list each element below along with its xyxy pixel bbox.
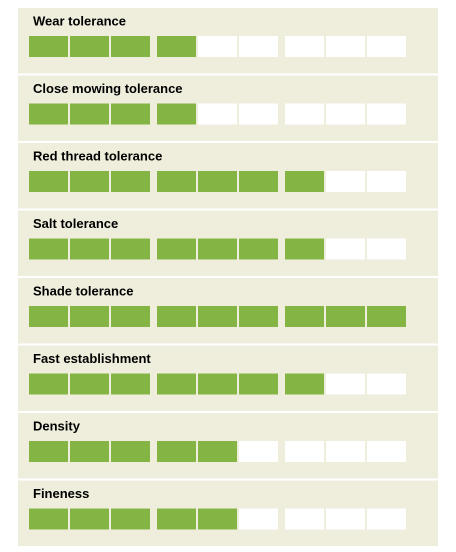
rating-segment-filled (157, 103, 196, 125)
rating-segment-filled (29, 508, 68, 530)
rating-segment-filled (157, 508, 196, 530)
rating-segment-empty (198, 36, 237, 57)
rating-segment-empty (239, 103, 278, 125)
rating-segment-filled (285, 306, 324, 327)
rating-segment-empty (326, 373, 365, 395)
rating-label: Salt tolerance (33, 216, 118, 231)
rating-segment-empty (239, 36, 278, 57)
rating-segment-filled (198, 306, 237, 327)
rating-segment-filled (70, 508, 109, 530)
rating-segment-filled (70, 373, 109, 395)
rating-segment-filled (29, 103, 68, 125)
rating-segment-empty (367, 36, 406, 57)
rating-segment-empty (367, 441, 406, 462)
rating-segment-filled (239, 238, 278, 260)
rating-segment-filled (157, 171, 196, 192)
rating-segment-filled (198, 238, 237, 260)
rating-segment-filled (29, 373, 68, 395)
rating-label: Fast establishment (33, 351, 151, 366)
rating-segment-filled (157, 238, 196, 260)
rating-label: Shade tolerance (33, 283, 133, 298)
rating-segment-filled (111, 306, 150, 327)
rating-label: Fineness (33, 486, 89, 501)
rating-segment-empty (326, 238, 365, 260)
rating-segment-filled (111, 238, 150, 260)
rating-segment-filled (198, 171, 237, 192)
rating-segment-filled (198, 441, 237, 462)
rating-segment-empty (285, 441, 324, 462)
rating-segment-filled (70, 306, 109, 327)
rating-label: Red thread tolerance (33, 148, 162, 163)
rating-segment-filled (239, 171, 278, 192)
rating-segment-filled (70, 171, 109, 192)
rating-segment-empty (239, 441, 278, 462)
rating-segment-empty (326, 36, 365, 57)
rating-label: Close mowing tolerance (33, 81, 183, 96)
rating-segment-empty (285, 36, 324, 57)
rating-segment-empty (367, 171, 406, 192)
rating-segment-filled (111, 36, 150, 57)
rating-segment-filled (367, 306, 406, 327)
rating-segment-empty (367, 373, 406, 395)
rating-segment-filled (111, 373, 150, 395)
rating-segment-filled (198, 508, 237, 530)
rating-segment-filled (111, 508, 150, 530)
rating-segment-filled (29, 36, 68, 57)
rating-segment-empty (367, 103, 406, 125)
rating-segment-filled (157, 36, 196, 57)
rating-segment-filled (239, 306, 278, 327)
rating-segment-empty (198, 103, 237, 125)
rating-segment-filled (285, 171, 324, 192)
rating-segment-filled (285, 373, 324, 395)
rating-label: Density (33, 418, 81, 433)
rating-segment-filled (285, 238, 324, 260)
rating-segment-filled (111, 171, 150, 192)
rating-segment-empty (326, 171, 365, 192)
rating-segment-filled (29, 238, 68, 260)
rating-segment-empty (239, 508, 278, 530)
rating-segment-filled (157, 306, 196, 327)
rating-segment-filled (70, 36, 109, 57)
rating-segment-filled (29, 171, 68, 192)
rating-segment-empty (367, 238, 406, 260)
rating-segment-empty (326, 103, 365, 125)
rating-segment-filled (111, 441, 150, 462)
rating-segment-filled (157, 373, 196, 395)
rating-segment-empty (326, 508, 365, 530)
rating-segment-filled (326, 306, 365, 327)
rating-segment-filled (29, 306, 68, 327)
rating-segment-filled (111, 103, 150, 125)
rating-segment-filled (29, 441, 68, 462)
rating-segment-empty (285, 103, 324, 125)
rating-label: Wear tolerance (33, 13, 126, 28)
rating-segment-empty (326, 441, 365, 462)
rating-segment-filled (198, 373, 237, 395)
rating-segment-empty (285, 508, 324, 530)
rating-segment-filled (157, 441, 196, 462)
rating-segment-filled (70, 103, 109, 125)
rating-segment-filled (239, 373, 278, 395)
rating-segment-filled (70, 441, 109, 462)
rating-segment-empty (367, 508, 406, 530)
rating-segment-filled (70, 238, 109, 260)
